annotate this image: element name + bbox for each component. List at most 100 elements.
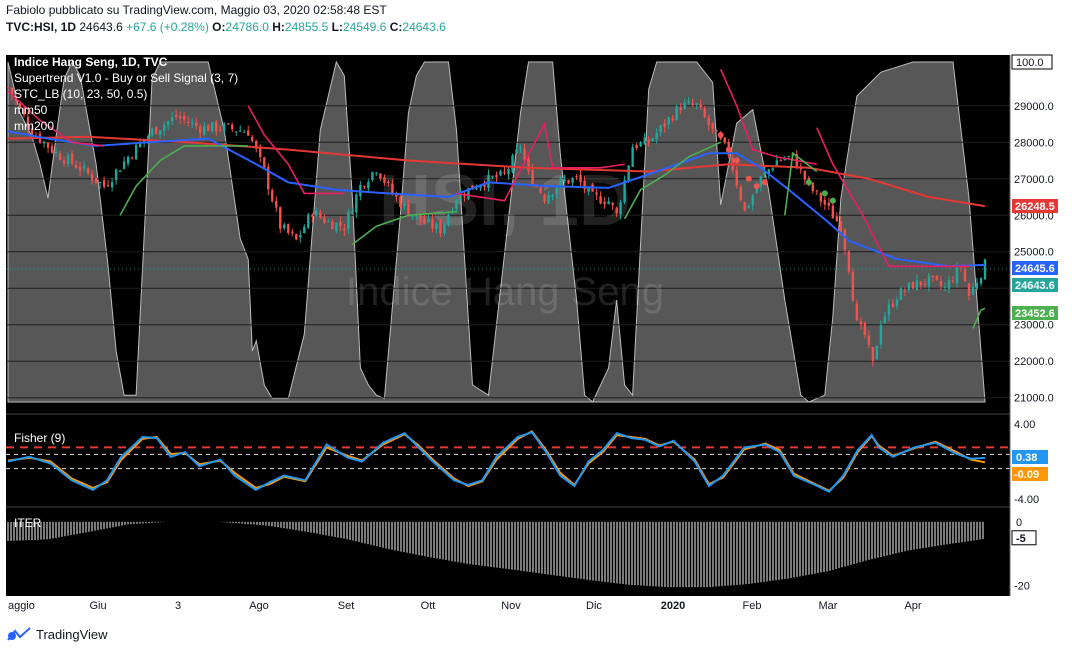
- candle-body: [178, 116, 182, 119]
- price-tag-mm50: 24645.6: [1015, 263, 1055, 275]
- ohlc-line: TVC:HSI, 1D 24643.6 +67.6 (+0.28%) O:247…: [6, 20, 446, 34]
- candle-body: [783, 158, 786, 160]
- legend-supertrend[interactable]: Supertrend V1.0 - Buy or Sell Signal (3,…: [14, 71, 238, 85]
- candle-body: [70, 153, 74, 164]
- candle-body: [827, 202, 831, 206]
- candle-body: [859, 320, 863, 325]
- candle-body: [487, 174, 490, 188]
- candle-body: [723, 137, 726, 143]
- candle-body: [74, 165, 78, 169]
- symbol[interactable]: TVC:HSI, 1D: [6, 20, 77, 34]
- candle-body: [283, 224, 286, 229]
- candle-body: [207, 125, 210, 132]
- watermark-name: Indice Hang Seng: [346, 270, 664, 314]
- candle-body: [955, 267, 959, 284]
- stc-oscillator: [7, 60, 986, 403]
- candle-body: [231, 124, 234, 130]
- candle-body: [162, 124, 166, 131]
- candle-body: [423, 219, 426, 224]
- time-axis[interactable]: aggio Giu 3 Ago Set Ott Nov Dic 2020 Feb Mar Apr: [8, 600, 922, 612]
- candle-body: [883, 316, 887, 323]
- candle-body: [743, 201, 746, 211]
- candle-body: [62, 160, 66, 164]
- legend-stc[interactable]: STC_LB (10, 23, 50, 0.5): [14, 87, 147, 101]
- candle-body: [387, 181, 390, 183]
- candle-body: [903, 290, 907, 292]
- price-tick: 26000.0: [1014, 210, 1054, 222]
- candle-body: [106, 185, 110, 187]
- candle-body: [551, 194, 554, 197]
- candle-body: [411, 215, 414, 218]
- candle-body: [126, 156, 130, 164]
- candle-body: [263, 157, 266, 168]
- candle-body: [90, 173, 94, 181]
- supertrend-segment: [623, 141, 722, 220]
- candle-body: [763, 172, 766, 176]
- time-tick: Giu: [89, 600, 106, 612]
- candle-body: [50, 145, 54, 153]
- candle-body: [599, 196, 602, 204]
- time-tick: Set: [338, 600, 355, 612]
- tradingview-brand[interactable]: TradingView: [36, 626, 108, 642]
- supertrend-segment: [247, 105, 345, 195]
- footer: TradingView: [6, 626, 108, 642]
- candle-body: [347, 212, 350, 229]
- candle-body: [435, 223, 438, 229]
- iter-tick: 0: [1016, 517, 1022, 529]
- candle-body: [967, 283, 971, 296]
- candle-body: [495, 175, 498, 178]
- candle-body: [559, 178, 562, 186]
- iter-tick: -20: [1014, 581, 1030, 593]
- candle-body: [943, 286, 947, 288]
- candle-body: [767, 169, 770, 174]
- candle-body: [118, 170, 122, 172]
- candle-body: [166, 121, 170, 126]
- candle-body: [619, 202, 622, 215]
- candle-body: [751, 195, 754, 205]
- candle-body: [851, 272, 855, 302]
- candle-body: [695, 103, 698, 105]
- candle-body: [275, 200, 278, 208]
- candle-body: [291, 231, 294, 234]
- candle-body: [539, 187, 542, 194]
- candle-body: [174, 114, 178, 118]
- candle-body: [587, 186, 590, 192]
- candle-body: [803, 170, 807, 180]
- candle-body: [855, 303, 859, 321]
- candle-body: [190, 122, 194, 124]
- candle-body: [735, 170, 738, 186]
- candle-body: [683, 102, 686, 109]
- candle-body: [899, 288, 903, 300]
- supertrend-segment: [719, 68, 817, 165]
- candle-body: [595, 192, 598, 195]
- signal-dot: [745, 175, 752, 182]
- candle-body: [235, 131, 238, 133]
- candle-body: [407, 204, 410, 217]
- candle-body: [959, 266, 963, 268]
- candle-body: [154, 126, 158, 134]
- candle-body: [447, 214, 450, 226]
- last-price: 24643.6: [79, 20, 123, 34]
- candle-body: [158, 130, 162, 135]
- candle-body: [299, 234, 302, 238]
- price-axis[interactable]: 100.0 29000.0 28000.0 27000.0 26000.0 25000.0…: [1011, 54, 1054, 593]
- candle-body: [543, 194, 546, 202]
- mm50-series: [7, 130, 986, 268]
- candle-body: [58, 153, 62, 160]
- candle-body: [295, 233, 298, 240]
- candle-body: [199, 126, 202, 133]
- candle-body: [607, 200, 610, 205]
- candle-body: [531, 169, 534, 186]
- time-tick: 3: [175, 600, 181, 612]
- candle-body: [122, 161, 126, 169]
- candle-body: [303, 226, 306, 234]
- legend-mm50[interactable]: mm50: [14, 103, 48, 117]
- candle-body: [82, 165, 86, 169]
- price-tick: 22000.0: [1014, 356, 1054, 368]
- candle-body: [615, 207, 618, 214]
- open-value: 24786.0: [225, 20, 269, 34]
- candle-body: [339, 222, 342, 227]
- legend-mm200[interactable]: mm200: [14, 119, 54, 133]
- close-value: 24643.6: [402, 20, 446, 34]
